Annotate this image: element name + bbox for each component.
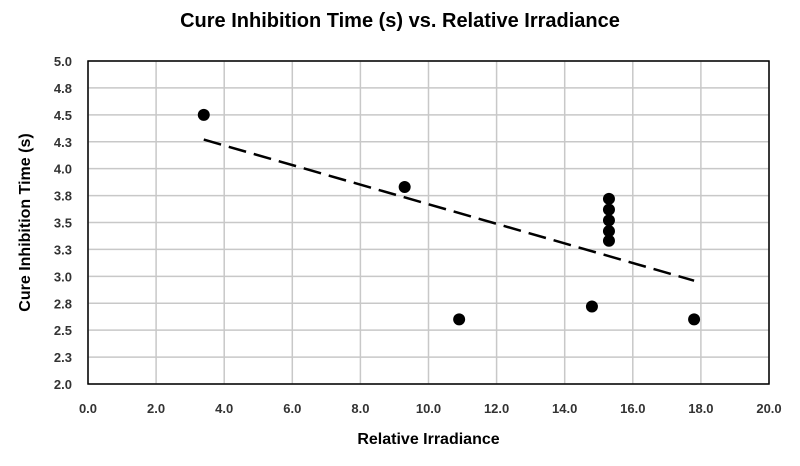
y-tick-label: 2.3 (54, 350, 72, 365)
grid-layer (87, 60, 770, 385)
y-tick-label: 4.3 (54, 135, 72, 150)
data-point (602, 203, 615, 216)
x-tick-label: 20.0 (756, 401, 781, 416)
plot-border (87, 60, 770, 385)
trendline-layer (203, 138, 695, 282)
y-tick-label: 4.5 (54, 108, 72, 123)
points-layer (197, 108, 701, 326)
data-point (398, 180, 411, 193)
data-point (585, 300, 598, 313)
data-point (602, 214, 615, 227)
tick-labels-layer: 0.0 2.0 4.0 6.0 8.0 10.0 12.0 14.0 16.0 18.0 20.0 2… (54, 54, 782, 416)
x-tick-label: 16.0 (620, 401, 645, 416)
x-tick-label: 2.0 (147, 401, 165, 416)
y-tick-label: 3.0 (54, 269, 72, 284)
x-tick-label: 6.0 (283, 401, 301, 416)
x-tick-label: 8.0 (351, 401, 369, 416)
chart-title: Cure Inhibition Time (s) vs. Relative Ir… (180, 10, 620, 32)
x-tick-label: 10.0 (416, 401, 441, 416)
y-tick-label: 3.8 (54, 189, 72, 204)
x-tick-label: 0.0 (79, 401, 97, 416)
data-point (602, 225, 615, 238)
trendline (203, 138, 695, 282)
y-tick-label: 5.0 (54, 54, 72, 69)
data-point (197, 108, 210, 121)
x-tick-label: 12.0 (484, 401, 509, 416)
y-tick-label: 4.0 (54, 162, 72, 177)
y-tick-label: 2.0 (54, 377, 72, 392)
data-point (602, 234, 615, 247)
x-tick-label: 18.0 (688, 401, 713, 416)
y-tick-label: 3.3 (54, 242, 72, 257)
x-tick-label: 14.0 (552, 401, 577, 416)
y-axis-title: Cure Inhibition Time (s) (17, 133, 34, 311)
x-tick-label: 4.0 (215, 401, 233, 416)
data-point (602, 192, 615, 205)
data-point (453, 313, 466, 326)
y-tick-label: 4.8 (54, 81, 72, 96)
x-axis-title: Relative Irradiance (357, 431, 499, 448)
y-tick-label: 2.8 (54, 296, 72, 311)
y-tick-label: 2.5 (54, 323, 72, 338)
y-tick-label: 3.5 (54, 216, 72, 231)
data-point (688, 313, 701, 326)
